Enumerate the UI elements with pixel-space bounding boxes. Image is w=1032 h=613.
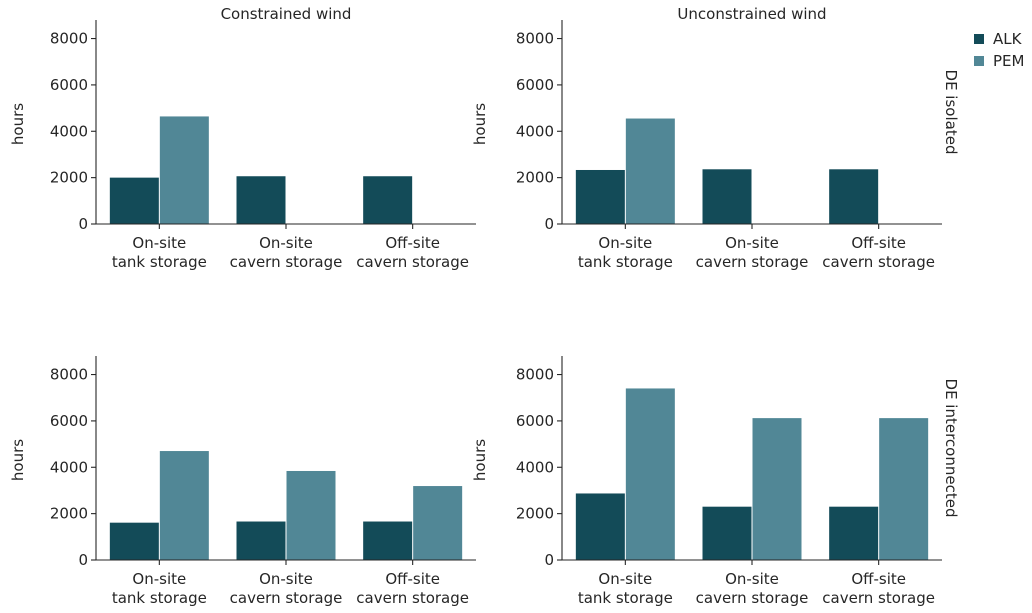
y-tick-label: 4000 — [50, 122, 88, 140]
y-tick-label: 8000 — [50, 366, 88, 384]
x-tick-label: cavern storage — [356, 253, 469, 271]
row-label: DE interconnected — [942, 379, 960, 518]
y-tick-label: 0 — [544, 551, 554, 569]
x-tick-label: cavern storage — [696, 253, 809, 271]
y-tick-label: 8000 — [516, 30, 554, 48]
bar-alk-2 — [702, 169, 752, 224]
bar-alk-3 — [363, 521, 413, 560]
bar-alk-2 — [236, 521, 286, 560]
y-tick-label: 2000 — [516, 169, 554, 187]
x-tick-label: On-site — [598, 570, 652, 588]
bar-alk-3 — [829, 169, 879, 224]
y-tick-label: 0 — [544, 215, 554, 233]
legend-label-alk: ALK — [993, 30, 1023, 48]
bar-alk-2 — [702, 506, 752, 560]
x-tick-label: On-site — [259, 570, 313, 588]
x-tick-label: tank storage — [112, 589, 207, 607]
y-tick-label: 2000 — [50, 505, 88, 523]
bar-pem-1 — [159, 451, 209, 560]
bar-alk-1 — [575, 169, 625, 224]
legend-swatch-pem — [974, 56, 984, 66]
x-tick-label: cavern storage — [356, 589, 469, 607]
y-axis-label: hours — [471, 103, 489, 145]
legend: ALK PEM — [974, 30, 1024, 70]
x-tick-label: On-site — [132, 570, 186, 588]
bar-alk-3 — [363, 176, 413, 224]
x-tick-label: cavern storage — [230, 589, 343, 607]
y-axis-label: hours — [9, 103, 27, 145]
x-tick-label: cavern storage — [822, 589, 935, 607]
bar-alk-1 — [109, 522, 159, 560]
x-tick-label: On-site — [598, 234, 652, 252]
bar-pem-3 — [879, 418, 929, 560]
y-axis-label: hours — [9, 439, 27, 481]
y-tick-label: 2000 — [516, 505, 554, 523]
bar-alk-2 — [236, 176, 286, 224]
x-tick-label: On-site — [725, 570, 779, 588]
bar-alk-1 — [575, 493, 625, 560]
y-tick-label: 0 — [78, 551, 88, 569]
y-axis-label: hours — [471, 439, 489, 481]
y-tick-label: 4000 — [516, 458, 554, 476]
x-tick-label: Off-site — [851, 570, 906, 588]
y-tick-label: 4000 — [516, 122, 554, 140]
y-tick-label: 6000 — [50, 76, 88, 94]
x-tick-label: tank storage — [112, 253, 207, 271]
x-tick-label: cavern storage — [822, 253, 935, 271]
y-tick-label: 4000 — [50, 458, 88, 476]
panel-title: Unconstrained wind — [677, 5, 826, 23]
bar-alk-1 — [109, 177, 159, 224]
bar-pem-2 — [286, 470, 336, 560]
bar-pem-1 — [625, 118, 675, 224]
x-tick-label: cavern storage — [696, 589, 809, 607]
bar-alk-3 — [829, 506, 879, 560]
y-tick-label: 2000 — [50, 169, 88, 187]
x-tick-label: tank storage — [578, 589, 673, 607]
y-tick-label: 6000 — [516, 76, 554, 94]
x-tick-label: On-site — [132, 234, 186, 252]
y-tick-label: 6000 — [516, 412, 554, 430]
panel-title: Constrained wind — [221, 5, 352, 23]
row-label: DE isolated — [942, 70, 960, 155]
x-tick-label: tank storage — [578, 253, 673, 271]
x-tick-label: Off-site — [851, 234, 906, 252]
bar-pem-3 — [413, 486, 463, 560]
legend-label-pem: PEM — [993, 52, 1024, 70]
x-tick-label: On-site — [259, 234, 313, 252]
bar-pem-1 — [159, 116, 209, 224]
x-tick-label: cavern storage — [230, 253, 343, 271]
y-tick-label: 8000 — [50, 30, 88, 48]
x-tick-label: Off-site — [385, 570, 440, 588]
x-tick-label: On-site — [725, 234, 779, 252]
y-tick-label: 6000 — [50, 412, 88, 430]
bar-pem-2 — [752, 418, 802, 560]
legend-swatch-alk — [974, 34, 984, 44]
bar-pem-1 — [625, 388, 675, 560]
y-tick-label: 8000 — [516, 366, 554, 384]
y-tick-label: 0 — [78, 215, 88, 233]
x-tick-label: Off-site — [385, 234, 440, 252]
